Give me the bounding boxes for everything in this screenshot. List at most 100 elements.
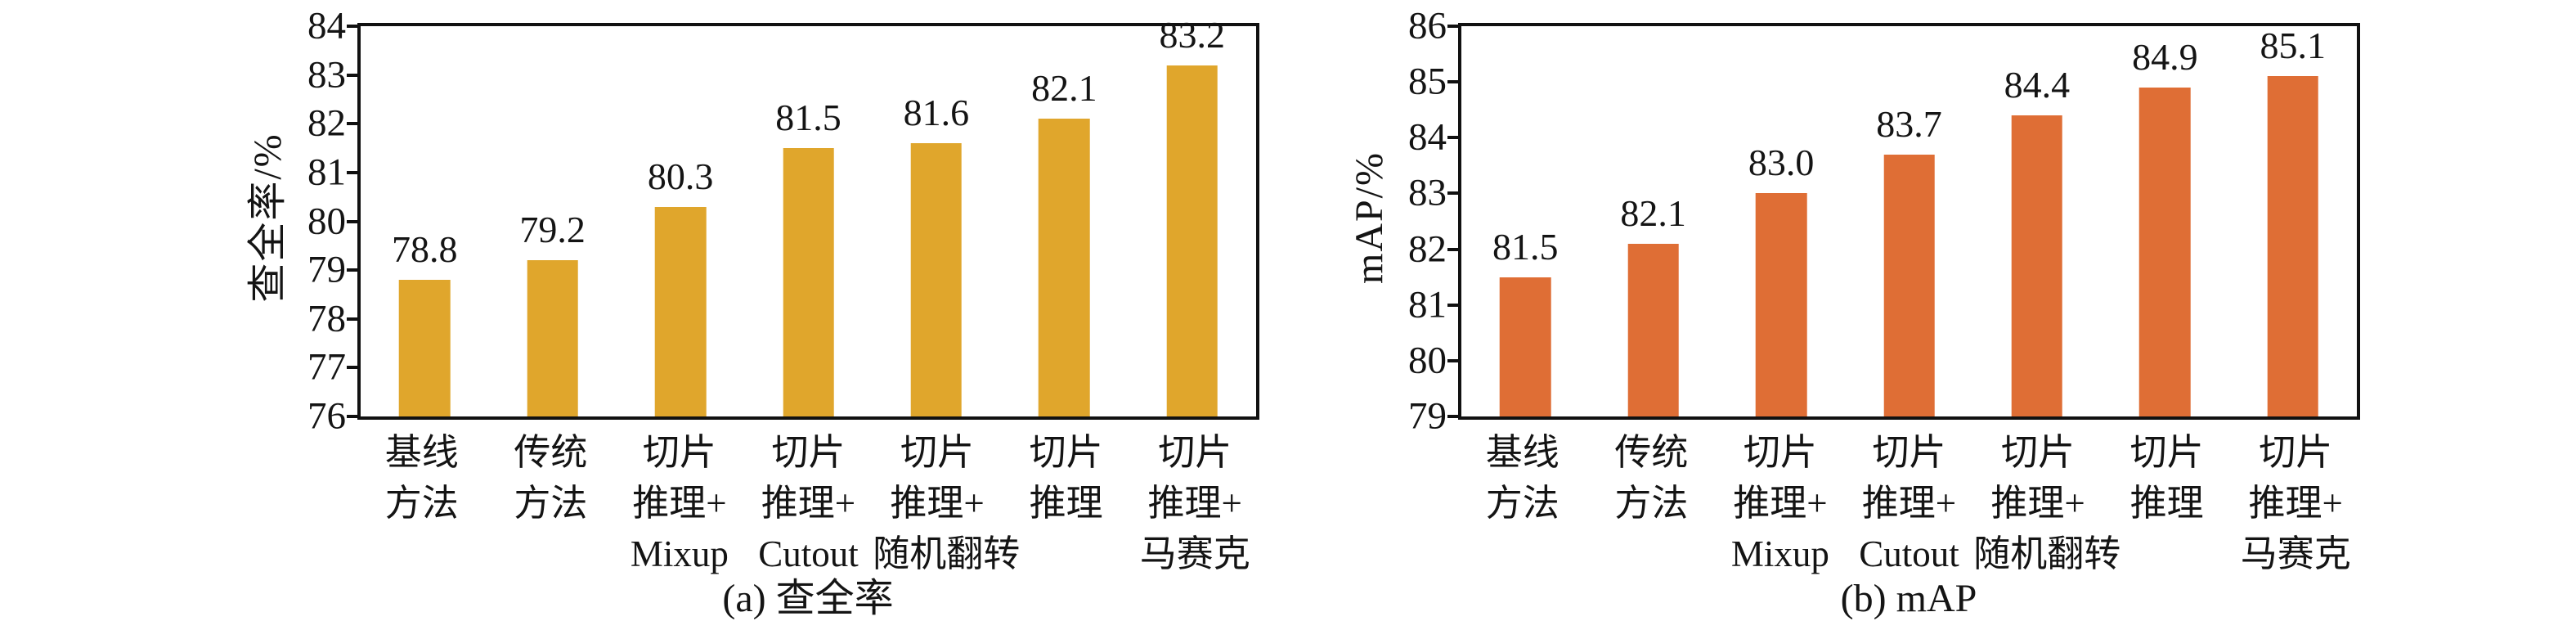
recall-chart-panel: 查全率/% 76 77 78 79 80 81 82 83 84 78.8 79.2 80.3 81.… xyxy=(246,7,1259,620)
tick-label: 80 xyxy=(1408,339,1447,382)
x-category-line: 传统 xyxy=(514,432,588,473)
bars-container: 81.5 82.1 83.0 83.7 84.4 84.9 85.1 xyxy=(1461,26,2357,416)
x-category-line: Mixup xyxy=(630,533,729,574)
x-axis-labels: 基线 方法 传统 方法 切片 推理+ Mixup 切片 推理+ Cutout 切片 推理+ 随机翻转 切片… xyxy=(1458,427,2360,583)
x-category-line: 马赛克 xyxy=(1139,533,1250,574)
tick-label: 85 xyxy=(1408,60,1447,103)
bar xyxy=(2139,87,2191,416)
bar-value-label: 83.0 xyxy=(1748,142,1815,184)
x-category-line: 推理+ xyxy=(761,483,856,524)
bar-value-label: 82.1 xyxy=(1031,67,1097,110)
bar-value-label: 82.1 xyxy=(1620,191,1686,234)
tick-label: 86 xyxy=(1408,4,1447,47)
tick-mark xyxy=(347,25,357,28)
bar xyxy=(527,260,578,416)
tick-mark xyxy=(1447,191,1458,196)
tick-mark xyxy=(1447,358,1458,362)
x-category-line: 切片 xyxy=(771,432,846,473)
x-category-line: 推理 xyxy=(2129,483,2204,524)
bar xyxy=(1883,154,1935,416)
x-category-line: 推理+ xyxy=(632,483,727,524)
tick-mark xyxy=(1447,25,1458,28)
tick-label: 77 xyxy=(307,345,346,389)
tick-label: 84 xyxy=(1408,115,1447,159)
x-category-line: 方法 xyxy=(1614,483,1689,524)
plot-area: 76 77 78 79 80 81 82 83 84 78.8 79.2 80.3 81.5 81.6 8… xyxy=(307,7,1259,435)
bar xyxy=(1166,65,1218,416)
x-category-line: 基线 xyxy=(1485,432,1560,473)
plot-area: 79 80 81 82 83 84 85 86 81.5 82.1 83.0 83.7 84.4 84.… xyxy=(1408,7,2360,435)
x-category-line: 切片 xyxy=(1743,432,1817,473)
tick-mark xyxy=(347,73,357,77)
bar-value-label: 79.2 xyxy=(519,209,586,251)
tick-mark xyxy=(347,170,357,174)
bar xyxy=(2267,76,2319,416)
x-category-label: 切片 推理+ 随机翻转 xyxy=(1973,427,2121,579)
bar xyxy=(783,148,834,416)
x-category-line: 切片 xyxy=(2259,432,2333,473)
x-category-line: 方法 xyxy=(1485,483,1560,524)
bar-value-label: 78.8 xyxy=(391,228,458,271)
x-category-line: 推理+ xyxy=(890,483,985,524)
map-chart-panel: mAP/% 79 80 81 82 83 84 85 86 81.5 82.1 83.0 83.7 8… xyxy=(1288,0,2576,630)
x-category-line: 推理+ xyxy=(1147,483,1242,524)
bar xyxy=(1039,119,1090,416)
tick-mark xyxy=(347,317,357,321)
x-category-line: 推理+ xyxy=(2248,483,2343,524)
tick-mark xyxy=(1447,247,1458,251)
tick-mark xyxy=(347,122,357,126)
bar xyxy=(1755,193,1807,416)
bar-value-label: 83.2 xyxy=(1159,13,1226,56)
x-category-line: 切片 xyxy=(1158,432,1232,473)
y-axis-label: 查全率/% xyxy=(246,133,289,303)
tick-label: 83 xyxy=(307,53,346,97)
x-category-label: 传统 方法 xyxy=(487,427,616,529)
tick-mark xyxy=(1447,415,1458,418)
tick-mark xyxy=(347,366,357,370)
tick-label: 82 xyxy=(307,101,346,145)
x-category-label: 切片 推理 xyxy=(1002,427,1131,529)
tick-label: 82 xyxy=(1408,227,1447,271)
x-category-line: 切片 xyxy=(1029,432,1103,473)
x-category-line: Mixup xyxy=(1730,533,1829,574)
tick-label: 81 xyxy=(1408,283,1447,326)
bars-container: 78.8 79.2 80.3 81.5 81.6 82.1 83.2 xyxy=(361,16,1256,416)
tick-label: 84 xyxy=(307,4,346,47)
tick-label: 76 xyxy=(307,394,346,438)
x-category-label: 基线 方法 xyxy=(357,427,487,529)
x-category-label: 切片 推理+ Cutout xyxy=(1845,427,1974,579)
x-category-line: 切片 xyxy=(2001,432,2076,473)
x-category-line: 方法 xyxy=(384,483,459,524)
y-axis-ticks: 79 80 81 82 83 84 85 86 xyxy=(1408,7,2357,435)
x-category-label: 切片推理+ 马赛克 xyxy=(2231,427,2360,579)
tick-mark xyxy=(347,415,357,418)
x-category-line: 推理+ xyxy=(1733,483,1828,524)
x-category-label: 基线 方法 xyxy=(1458,427,1587,529)
x-category-line: Cutout xyxy=(758,533,859,574)
y-axis-ticks: 76 77 78 79 80 81 82 83 84 xyxy=(307,7,1256,435)
bar xyxy=(1499,277,1551,416)
x-category-label: 切片推理+ 马赛克 xyxy=(1130,427,1259,579)
x-category-line: 推理 xyxy=(1029,483,1103,524)
tick-mark xyxy=(1447,136,1458,140)
bar-value-label: 85.1 xyxy=(2260,25,2327,67)
x-category-line: 随机翻转 xyxy=(1973,533,2121,574)
y-axis-label: mAP/% xyxy=(1348,151,1391,285)
bar-value-label: 84.4 xyxy=(2004,64,2071,106)
bar-value-label: 81.5 xyxy=(775,97,841,139)
bar-value-label: 84.9 xyxy=(2132,35,2198,78)
bar-value-label: 81.5 xyxy=(1492,225,1559,268)
bar xyxy=(910,143,963,416)
x-axis-labels: 基线 方法 传统 方法 切片 推理+ Mixup 切片 推理+ Cutout 切片 推理+ 随机翻转 切片… xyxy=(357,427,1259,583)
x-category-label: 切片推理+ Cutout xyxy=(744,427,873,579)
x-category-line: 方法 xyxy=(514,483,588,524)
bar-value-label: 83.7 xyxy=(1876,102,1942,145)
x-category-label: 切片 推理+ Mixup xyxy=(615,427,744,579)
x-category-line: 基线 xyxy=(384,432,459,473)
x-category-line: Cutout xyxy=(1859,533,1959,574)
tick-label: 79 xyxy=(307,248,346,291)
x-category-line: 马赛克 xyxy=(2240,533,2351,574)
x-category-label: 切片 推理 xyxy=(2103,427,2232,529)
tick-label: 81 xyxy=(307,151,346,194)
x-category-label: 传统 方法 xyxy=(1587,427,1717,529)
